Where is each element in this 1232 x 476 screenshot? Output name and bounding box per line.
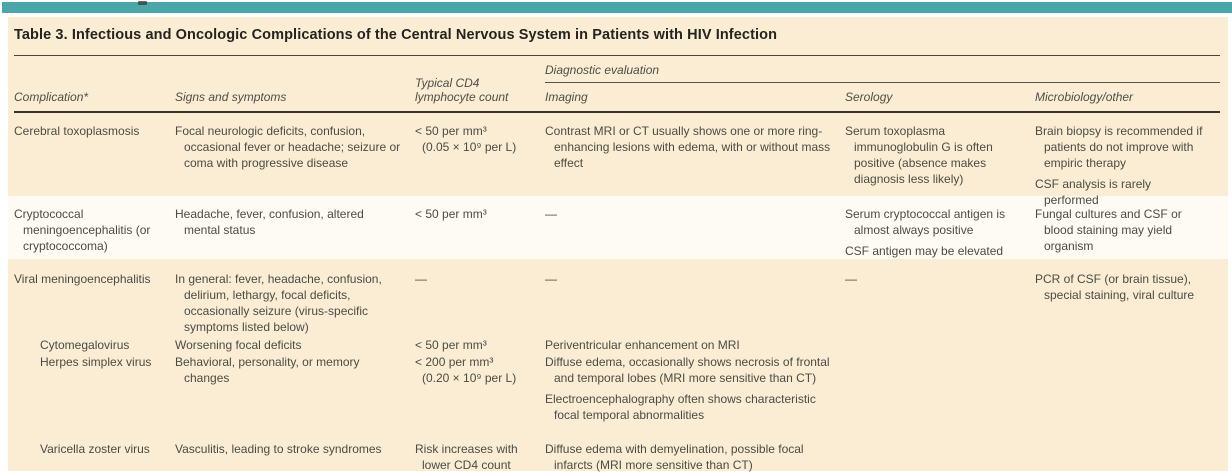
cell-paragraph: Vasculitis, leading to stroke syndromes (175, 442, 382, 456)
cell-paragraph: < 50 per mm³ (415, 207, 487, 221)
cell-microbiology: Brain biopsy is recommended if patients … (1035, 123, 1220, 208)
cell-paragraph: — (545, 272, 557, 286)
cell-paragraph: Diffuse edema, occasionally shows necros… (545, 355, 830, 385)
cell-complication: Varicella zoster virus (14, 441, 175, 473)
cell-microbiology (1035, 354, 1220, 441)
cell-paragraph: Contrast MRI or CT usually shows one or … (545, 124, 831, 170)
cell-serology: Serum toxoplasma immunoglobulin G is oft… (845, 123, 1035, 208)
cell-cd4-count: < 200 per mm³ (0.20 × 10⁹ per L) (415, 354, 545, 441)
cell-paragraph: Diffuse edema with demyelination, possib… (545, 442, 804, 472)
cell-cd4-count: Risk increases with lower CD4 count (415, 441, 545, 473)
cell-paragraph: lower CD4 count (422, 458, 511, 472)
cell-microbiology: PCR of CSF (or brain tissue), special st… (1035, 271, 1220, 337)
cell-paragraph: Focal neurologic deficits, confusion, oc… (175, 124, 401, 170)
cell-imaging: Diffuse edema, occasionally shows necros… (545, 354, 845, 441)
cell-paragraph: Behavioral, personality, or memory chang… (175, 355, 360, 385)
cell-signs-symptoms: Vasculitis, leading to stroke syndromes (175, 441, 415, 473)
cell-paragraph: Brain biopsy is recommended if patients … (1035, 124, 1203, 170)
scan-artifact-mark (138, 1, 147, 5)
cell-serology: — (845, 271, 1035, 337)
cell-paragraph: < 200 per mm³ (415, 355, 494, 369)
table-title: Table 3. Infectious and Oncologic Compli… (14, 17, 1220, 56)
cell-paragraph: — (415, 272, 427, 286)
cell-paragraph: < 50 per mm³ (415, 338, 487, 352)
cell-paragraph: Fungal cultures and CSF or blood stainin… (1035, 207, 1182, 253)
cell-paragraph: CSF antigen may be elevated (845, 244, 1004, 258)
column-header-microbiology: Microbiology/other (1035, 90, 1134, 104)
cell-paragraph: CSF analysis is rarely performed (1035, 177, 1152, 207)
cell-microbiology: Fungal cultures and CSF or blood stainin… (1035, 206, 1220, 259)
cell-paragraph: Worsening focal deficits (175, 338, 302, 352)
column-header-serology: Serology (845, 90, 893, 104)
cell-imaging: — (545, 271, 845, 337)
cell-imaging: Diffuse edema with demyelination, possib… (545, 441, 845, 473)
table-row-cryptococcal-meningoencephalitis: Cryptococcal meningoencephalitis (or cry… (8, 196, 1228, 259)
cell-paragraph: Viral meningoencephalitis (14, 272, 151, 286)
cell-imaging: — (545, 206, 845, 259)
cell-serology (845, 441, 1035, 473)
table-row-group-viral-meningoencephalitis: Viral meningoencephalitis In general: fe… (8, 259, 1228, 473)
table-row-cytomegalovirus: Cytomegalovirus Worsening focal deficits… (14, 337, 1220, 354)
cell-paragraph: — (845, 272, 857, 286)
cell-cd4-count: < 50 per mm³ (0.05 × 10⁹ per L) (415, 123, 545, 208)
cell-microbiology (1035, 337, 1220, 354)
cell-complication: Cerebral toxoplasmosis (14, 123, 175, 208)
table-row-herpes-simplex-virus: Herpes simplex virus Behavioral, persona… (14, 354, 1220, 441)
table-panel: Table 3. Infectious and Oncologic Compli… (8, 17, 1228, 473)
cell-complication: Herpes simplex virus (14, 354, 175, 441)
cell-paragraph: Herpes simplex virus (40, 355, 152, 369)
table-row-varicella-zoster-virus: Varicella zoster virus Vasculitis, leadi… (14, 441, 1220, 473)
cell-serology: Serum cryptococcal antigen is almost alw… (845, 206, 1035, 259)
cell-paragraph: (0.05 × 10⁹ per L) (422, 140, 517, 154)
cell-microbiology (1035, 441, 1220, 473)
cell-paragraph: Electroencephalography often shows chara… (545, 392, 816, 422)
cell-paragraph: PCR of CSF (or brain tissue), special st… (1035, 272, 1195, 302)
table-header: Diagnostic evaluation Complication* Sign… (14, 63, 1220, 113)
cell-complication: Cytomegalovirus (14, 337, 175, 354)
cell-cd4-count: — (415, 271, 545, 337)
column-header-signs-symptoms: Signs and symptoms (175, 90, 287, 104)
cell-cd4-count: < 50 per mm³ (415, 206, 545, 259)
cell-signs-symptoms: Focal neurologic deficits, confusion, oc… (175, 123, 415, 208)
cell-signs-symptoms: Behavioral, personality, or memory chang… (175, 354, 415, 441)
cell-cd4-count: < 50 per mm³ (415, 337, 545, 354)
cell-imaging: Contrast MRI or CT usually shows one or … (545, 123, 845, 208)
cell-paragraph: Risk increases with (415, 442, 518, 456)
cell-paragraph: Cytomegalovirus (40, 338, 130, 352)
cell-signs-symptoms: In general: fever, headache, confusion, … (175, 271, 415, 337)
cell-imaging: Periventricular enhancement on MRI (545, 337, 845, 354)
cell-paragraph: (0.20 × 10⁹ per L) (422, 371, 517, 385)
cell-paragraph: Serum toxoplasma immunoglobulin G is oft… (845, 124, 993, 186)
cell-paragraph: Headache, fever, confusion, altered ment… (175, 207, 364, 237)
cell-complication: Cryptococcal meningoencephalitis (or cry… (14, 206, 175, 259)
cell-serology (845, 337, 1035, 354)
table-row: Cerebral toxoplasmosis Focal neurologic … (14, 123, 1220, 208)
cell-signs-symptoms: Headache, fever, confusion, altered ment… (175, 206, 415, 259)
cell-serology (845, 354, 1035, 441)
cell-paragraph: Cerebral toxoplasmosis (14, 124, 140, 138)
cell-paragraph: Varicella zoster virus (40, 442, 150, 456)
cell-paragraph: Periventricular enhancement on MRI (545, 338, 740, 352)
cell-signs-symptoms: Worsening focal deficits (175, 337, 415, 354)
table-row-cerebral-toxoplasmosis: Cerebral toxoplasmosis Focal neurologic … (8, 113, 1228, 207)
column-group-diagnostic-evaluation: Diagnostic evaluation (545, 63, 1220, 83)
cell-complication: Viral meningoencephalitis (14, 271, 175, 337)
table-row-viral-meningoencephalitis: Viral meningoencephalitis In general: fe… (14, 271, 1220, 337)
cell-paragraph: Serum cryptococcal antigen is almost alw… (845, 207, 1006, 237)
table-row: Cryptococcal meningoencephalitis (or cry… (14, 206, 1220, 259)
column-header-cd4-count: Typical CD4 lymphocyte count (415, 76, 509, 104)
cell-paragraph: — (545, 207, 557, 221)
column-header-complication: Complication* (14, 90, 89, 104)
cell-paragraph: Cryptococcal meningoencephalitis (or cry… (14, 207, 151, 253)
cell-paragraph: < 50 per mm³ (415, 124, 487, 138)
accent-top-bar (2, 2, 1232, 13)
cell-paragraph: In general: fever, headache, confusion, … (175, 272, 382, 334)
column-header-imaging: Imaging (545, 90, 588, 104)
